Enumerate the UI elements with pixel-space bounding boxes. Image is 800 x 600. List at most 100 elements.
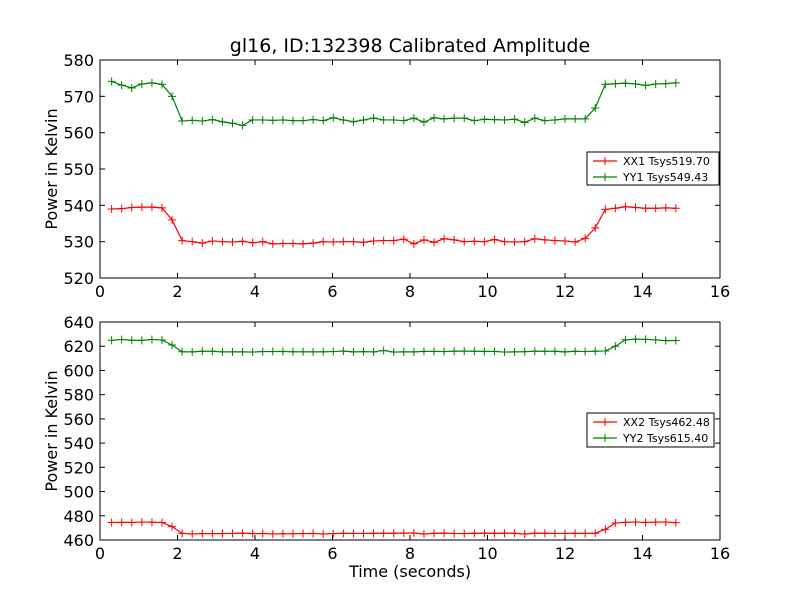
top-data-point	[561, 114, 569, 123]
bottom-data-point	[631, 517, 640, 526]
bottom-data-point	[117, 518, 126, 527]
top-data-point	[278, 239, 287, 248]
bottom-data-point	[309, 529, 318, 538]
bottom-data-point	[591, 529, 600, 538]
bottom-y-tick-label: 600	[63, 361, 94, 380]
top-data-point	[591, 103, 600, 112]
top-data-point	[591, 223, 600, 232]
top-data-point	[349, 117, 358, 126]
bottom-data-point	[571, 529, 580, 538]
bottom-x-tick-label: 10	[477, 544, 497, 563]
bottom-data-point	[127, 336, 136, 345]
top-data-point	[379, 236, 388, 245]
top-data-point	[419, 235, 428, 244]
top-data-point	[339, 237, 348, 246]
bottom-data-point	[147, 518, 156, 527]
bottom-data-point	[248, 348, 257, 357]
bottom-data-point	[540, 529, 549, 538]
bottom-legend-marker-1	[601, 418, 609, 426]
top-y-axis-label: Power in Kelvin	[42, 108, 61, 229]
bottom-data-point	[329, 529, 338, 538]
bottom-data-point	[450, 529, 459, 538]
bottom-data-point	[671, 518, 680, 527]
bottom-data-point	[379, 529, 388, 538]
bottom-data-point	[319, 529, 328, 538]
bottom-data-point	[561, 347, 569, 356]
top-data-point	[601, 80, 610, 89]
top-legend-label-2: YY1 Tsys549.43	[622, 171, 708, 184]
top-data-point	[218, 117, 227, 126]
top-data-point	[500, 237, 509, 246]
top-data-point	[268, 116, 277, 125]
bottom-data-point	[480, 347, 489, 356]
top-y-tick-label: 570	[63, 87, 94, 106]
bottom-data-point	[641, 335, 650, 344]
bottom-data-point	[500, 348, 509, 357]
bottom-data-point	[268, 529, 277, 538]
top-legend-marker-1	[601, 157, 609, 165]
top-data-point	[430, 238, 439, 247]
top-data-point	[137, 203, 146, 212]
top-data-point	[198, 117, 207, 126]
bottom-data-point	[208, 347, 217, 356]
bottom-data-point	[198, 529, 207, 538]
top-data-point	[389, 115, 398, 124]
bottom-data-point	[399, 347, 408, 356]
bottom-data-point	[550, 347, 559, 356]
top-x-tick-label: 2	[172, 282, 182, 301]
top-chart-title: gl16, ID:132398 Calibrated Amplitude	[230, 35, 590, 57]
top-data-point	[520, 118, 529, 127]
top-data-point	[268, 239, 277, 248]
bottom-x-tick-label: 2	[172, 544, 182, 563]
top-data-point	[641, 81, 650, 90]
top-data-point	[530, 234, 539, 243]
bottom-data-point	[409, 347, 418, 356]
bottom-data-point	[581, 529, 590, 538]
bottom-data-point	[218, 347, 227, 356]
bottom-data-point	[288, 529, 297, 538]
top-data-point	[208, 115, 217, 124]
bottom-data-point	[430, 529, 439, 538]
top-data-point	[601, 205, 610, 214]
bottom-data-point	[278, 347, 287, 356]
top-data-point	[480, 237, 489, 246]
bottom-data-point	[671, 336, 680, 345]
bottom-legend-marker-2	[601, 434, 609, 442]
bottom-data-point	[460, 529, 469, 538]
top-data-point	[510, 238, 519, 247]
bottom-data-point	[137, 517, 146, 526]
bottom-data-point	[661, 336, 670, 345]
top-data-point	[309, 115, 318, 124]
top-x-tick-label: 6	[327, 282, 337, 301]
top-data-point	[631, 79, 640, 88]
top-series-markers-1	[107, 202, 680, 248]
bottom-data-point	[288, 347, 297, 356]
bottom-data-point	[349, 529, 358, 538]
top-data-point	[147, 78, 156, 87]
top-data-point	[460, 237, 469, 246]
bottom-data-point	[228, 347, 237, 356]
top-data-point	[329, 238, 338, 247]
bottom-data-point	[168, 341, 177, 350]
top-data-point	[540, 116, 549, 125]
top-x-tick-label: 8	[405, 282, 415, 301]
bottom-data-point	[158, 518, 166, 527]
bottom-data-point	[268, 347, 277, 356]
bottom-data-point	[520, 347, 529, 356]
top-data-point	[460, 114, 469, 123]
top-data-point	[168, 215, 177, 224]
top-data-point	[309, 239, 318, 248]
bottom-data-point	[399, 529, 408, 538]
bottom-data-point	[500, 529, 509, 538]
bottom-series-markers-2	[107, 335, 680, 357]
bottom-data-point	[248, 529, 257, 538]
bottom-data-point	[550, 529, 559, 538]
top-data-point	[278, 115, 287, 124]
bottom-data-point	[147, 335, 156, 344]
top-data-point	[248, 238, 257, 247]
top-legend-marker-2	[601, 173, 609, 181]
top-data-point	[107, 77, 116, 86]
bottom-data-point	[419, 347, 428, 356]
bottom-data-point	[530, 529, 539, 538]
